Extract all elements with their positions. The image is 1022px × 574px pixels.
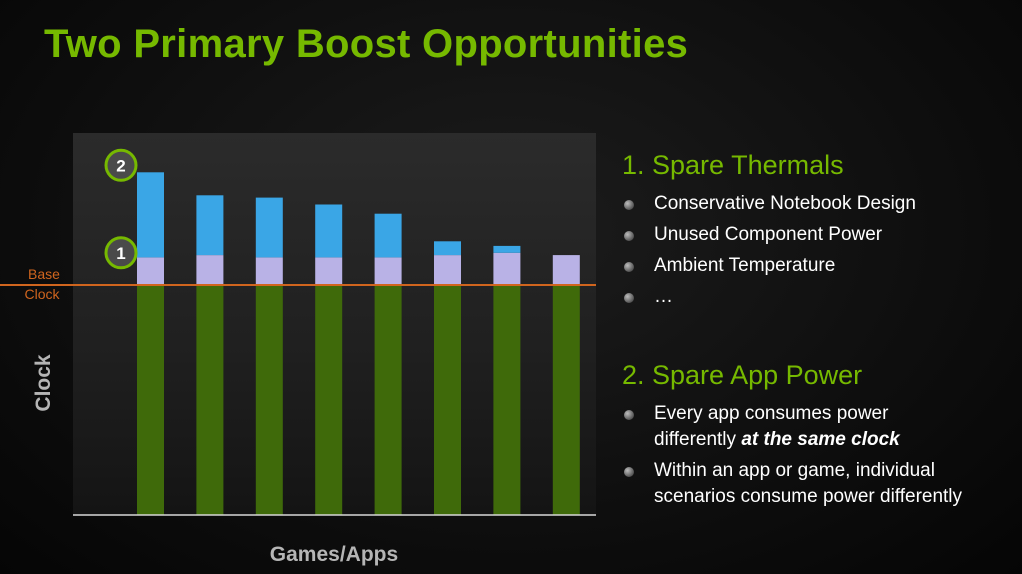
bullet-text-prefix: differently (654, 429, 742, 450)
bar-segment (196, 255, 224, 285)
bullet-text: Conservative Notebook Design (654, 193, 916, 214)
bar-segment (374, 257, 402, 285)
slide-title: Two Primary Boost Opportunities (44, 22, 689, 66)
marker-label: 1 (116, 244, 125, 263)
bullet-item: … (622, 284, 1017, 310)
bullet-item: Conservative Notebook Design (622, 191, 1017, 217)
bar-segment (137, 172, 164, 258)
bullet-item: Ambient Temperature (622, 253, 1017, 279)
bullet-text-line: scenarios consume power differently (654, 486, 963, 507)
bullet-item: Every app consumes power differently at … (622, 401, 1017, 453)
bullet-text-line: Within an app or game, individual (654, 460, 935, 481)
bar-segment (255, 285, 283, 515)
bar-segment (493, 245, 521, 253)
y-axis-label: Clock (32, 354, 55, 412)
section-spare-app-power-title: 2. Spare App Power (622, 360, 863, 390)
bar-segment (374, 285, 402, 515)
bar-segment (493, 252, 521, 285)
bullet-item: Unused Component Power (622, 222, 1017, 248)
bullet-text-line: differently at the same clock (654, 427, 1017, 453)
bullet-text: Ambient Temperature (654, 255, 836, 276)
explanation-panel: 1. Spare Thermals Conservative Notebook … (622, 150, 1017, 515)
bar-segment (552, 255, 580, 285)
bar-segment (552, 285, 580, 515)
base-clock-label-line1: Base (28, 266, 60, 282)
bar-segment (137, 257, 164, 285)
bar-segment (255, 257, 283, 285)
bar-segment (434, 255, 461, 285)
bullet-dot-icon (624, 410, 634, 420)
marker-circle (104, 236, 138, 270)
bar-segment (196, 285, 224, 515)
section-spare-thermals-title: 1. Spare Thermals (622, 150, 844, 180)
bullet-text: Unused Component Power (654, 224, 883, 245)
base-clock-label-line2: Clock (24, 286, 60, 302)
bar-segment (137, 285, 164, 515)
bar-segment (315, 285, 343, 515)
bullet-text-emphasis: at the same clock (741, 429, 900, 450)
marker-badge: 1 (104, 236, 138, 270)
bar-segment (374, 213, 402, 258)
bullet-dot-icon (624, 467, 634, 477)
bullet-dot-icon (624, 293, 634, 303)
marker-label: 2 (116, 156, 125, 175)
bar-segment (255, 197, 283, 258)
marker-circle (104, 148, 138, 182)
bar-segment (315, 204, 343, 258)
bar-segment (315, 257, 343, 285)
x-axis-label: Games/Apps (270, 543, 398, 566)
boost-chart: Base Clock Clock Games/Apps 2 1 (0, 133, 596, 566)
bar-segment (434, 241, 461, 256)
bar-segment (493, 285, 521, 515)
bar-segment (434, 285, 461, 515)
bullet-dot-icon (624, 231, 634, 241)
bullet-dot-icon (624, 262, 634, 272)
bullet-text-line: Every app consumes power (654, 403, 889, 424)
bullet-dot-icon (624, 200, 634, 210)
bullet-item: Within an app or game, individual scenar… (622, 458, 1017, 510)
bar-segment (196, 195, 224, 256)
bullet-text: … (654, 286, 673, 307)
marker-badge: 2 (104, 148, 138, 182)
